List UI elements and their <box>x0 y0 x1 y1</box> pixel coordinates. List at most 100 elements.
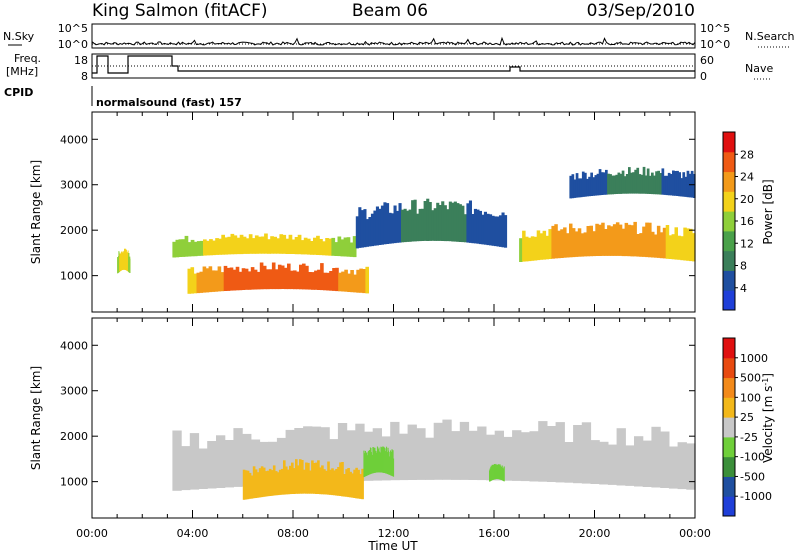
echo-cell <box>533 236 538 261</box>
echo-cell <box>634 436 644 487</box>
colorbar-swatch <box>723 132 735 153</box>
echo-cell <box>353 274 357 293</box>
echo-cell <box>295 459 298 494</box>
echo-cell <box>574 231 579 257</box>
echo-cell <box>613 175 616 195</box>
echo-cell <box>633 221 637 257</box>
cpid-strip: CPID normalsound (fast) 157 <box>4 86 242 109</box>
echo-cell <box>248 472 252 499</box>
echo-cell <box>329 439 339 482</box>
echo-cell <box>512 430 522 481</box>
echo-cell <box>451 202 455 242</box>
freq-strip: Freq. [MHz] 18 8 60 0 Nave <box>6 52 773 83</box>
colorbar-swatch <box>723 191 735 212</box>
echo-cell <box>584 172 587 197</box>
echo-cell <box>260 466 264 498</box>
echo-cell <box>619 173 623 194</box>
echo-cell <box>676 170 679 196</box>
echo-cell <box>403 208 407 243</box>
colorbar-swatch <box>723 290 735 311</box>
echo-cell <box>250 439 261 486</box>
echo-cell <box>393 458 395 477</box>
echo-cell <box>280 265 285 289</box>
echo-cell <box>264 233 268 254</box>
echo-cell <box>196 241 201 256</box>
echo-cell <box>617 172 621 194</box>
echo-cell <box>648 222 652 258</box>
echo-cell <box>343 474 346 497</box>
echo-cell <box>609 174 612 195</box>
echo-cell <box>233 235 238 255</box>
echo-cell <box>520 432 531 482</box>
echo-cell <box>293 270 297 290</box>
echo-cell <box>680 236 684 261</box>
echo-cell <box>338 272 342 292</box>
echo-cell <box>301 460 304 494</box>
echo-cell <box>423 201 427 241</box>
echo-cell <box>501 212 505 248</box>
echo-cell <box>247 271 252 290</box>
colorbar-tick-label: 1000 <box>740 352 768 365</box>
echo-cell <box>623 176 627 194</box>
echo-cell <box>270 236 274 254</box>
colorbar-tick-label: -500 <box>740 470 765 483</box>
echo-cell <box>659 173 663 195</box>
echo-cell <box>580 233 585 257</box>
echo-cell <box>682 172 686 197</box>
echo-cell <box>253 269 258 290</box>
echo-cell <box>273 236 277 254</box>
echo-cell <box>193 241 198 257</box>
echo-cell <box>285 238 290 254</box>
echo-cell <box>254 469 258 498</box>
y-tick-label: 1000 <box>60 476 88 489</box>
echo-cell <box>607 173 610 195</box>
nsearch-label: N.Search <box>745 30 795 43</box>
echo-cell <box>557 230 561 259</box>
echo-cell <box>181 239 186 257</box>
echo-cell <box>311 460 314 494</box>
echo-cell <box>302 263 306 290</box>
freq-label-1: Freq. <box>14 52 41 65</box>
echo-cell <box>468 430 478 480</box>
echo-cell <box>251 238 256 254</box>
echo-cell <box>659 232 664 259</box>
echo-cell <box>291 462 294 494</box>
echo-cell <box>674 171 677 196</box>
echo-cell <box>569 223 573 258</box>
echo-cell <box>636 234 640 257</box>
echo-cell <box>686 170 690 198</box>
echo-cell <box>573 179 577 198</box>
nsky-frame <box>91 23 696 49</box>
echo-cell <box>401 209 405 243</box>
velocity-y-title: Slant Range [km] <box>29 366 43 470</box>
colorbar-tick-label: 25 <box>740 411 754 424</box>
echo-cell <box>610 226 614 256</box>
echo-cell <box>355 216 359 249</box>
echo-cell <box>236 237 241 255</box>
echo-cell <box>551 225 555 259</box>
echo-cell <box>272 465 276 496</box>
echo-cell <box>226 267 231 291</box>
echo-cell <box>259 262 264 290</box>
echo-cell <box>337 467 340 496</box>
echo-cell <box>288 234 293 254</box>
echo-cell <box>293 468 296 494</box>
echo-cell <box>300 240 305 255</box>
echo-cell <box>499 215 503 247</box>
velocity-colorbar-label-end: ] <box>761 373 775 378</box>
echo-cell <box>642 226 646 257</box>
echo-cell <box>205 268 210 293</box>
echo-cell <box>332 268 336 291</box>
echo-cell <box>595 223 599 256</box>
echo-cell <box>671 234 676 260</box>
colorbar-swatch <box>723 476 735 497</box>
echo-cell <box>230 233 235 255</box>
echo-cell <box>299 459 302 494</box>
echo-cell <box>542 230 547 260</box>
nsearch-tick-bottom: 10^0 <box>700 38 730 51</box>
echo-cell <box>615 174 619 194</box>
echo-cell <box>359 268 363 293</box>
echo-cell <box>456 203 460 242</box>
echo-cell <box>208 266 213 293</box>
echo-cell <box>184 235 189 257</box>
